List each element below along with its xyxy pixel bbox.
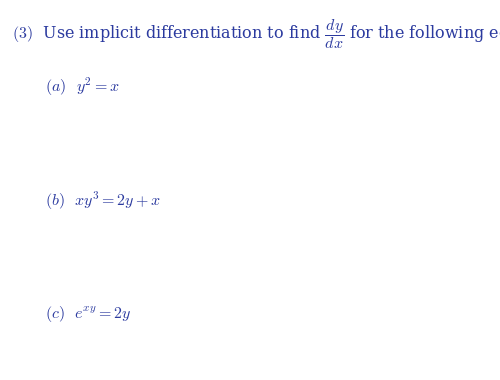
Text: $(c)$  $e^{xy} = 2y$: $(c)$ $e^{xy} = 2y$ <box>45 304 132 324</box>
Text: $(a)$  $y^2 = x$: $(a)$ $y^2 = x$ <box>45 76 120 98</box>
Text: $(3)$  Use implicit differentiation to find $\dfrac{dy}{dx}$ for the following e: $(3)$ Use implicit differentiation to fi… <box>12 17 500 51</box>
Text: $(b)$  $xy^3 = 2y + x$: $(b)$ $xy^3 = 2y + x$ <box>45 190 162 212</box>
